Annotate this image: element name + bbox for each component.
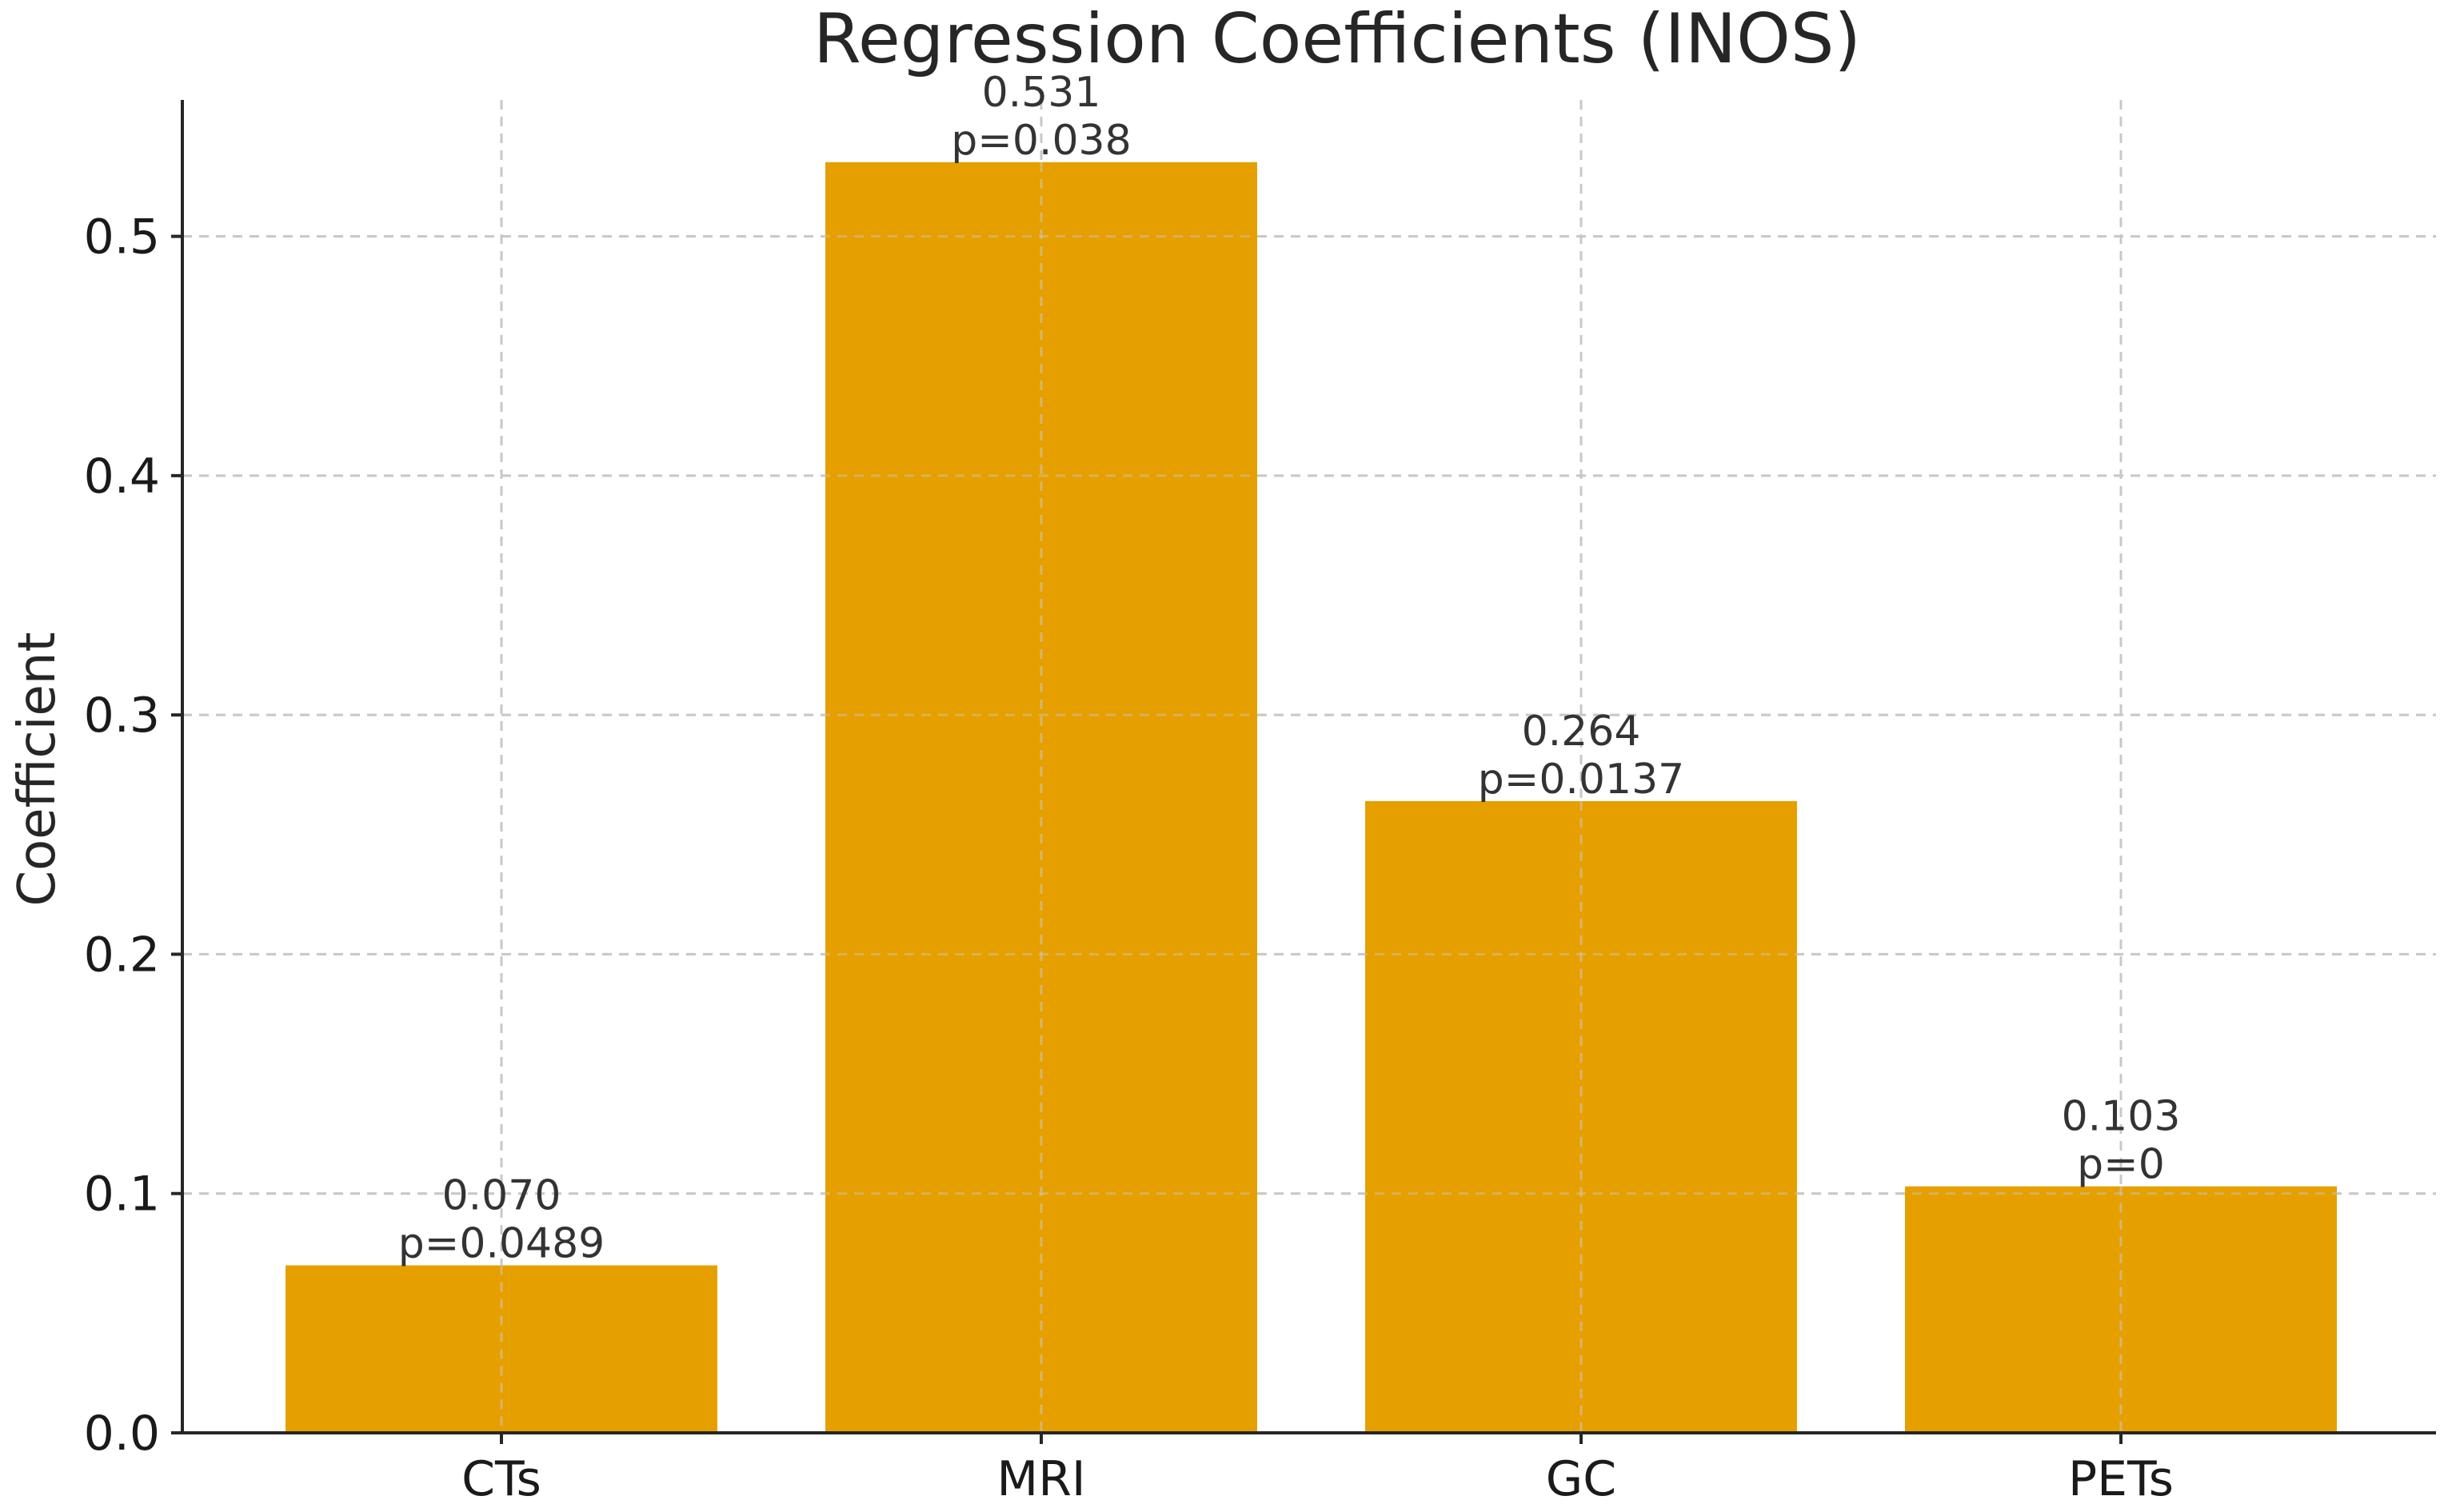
x-tick-label-mri: MRI [996,1451,1085,1507]
y-tick-label-5: 0.5 [84,209,160,265]
y-tick-label-3: 0.3 [84,688,160,744]
y-tick-label-2: 0.2 [84,927,160,983]
p-value-label-pets: p=0 [2077,1141,2165,1189]
y-tick-label-0: 0.0 [84,1406,160,1462]
x-tick-label-gc: GC [1546,1451,1616,1507]
value-label-pets: 0.103 [2062,1093,2181,1141]
p-value-label-mri: p=0.038 [951,117,1131,165]
y-tick-label-4: 0.4 [84,449,160,505]
bar-gc [1365,800,1797,1433]
x-tick-label-pets: PETs [2068,1451,2174,1507]
value-label-mri: 0.531 [982,69,1101,117]
x-tick-label-cts: CTs [461,1451,541,1507]
axes [181,100,2436,1434]
value-label-gc: 0.264 [1522,708,1641,756]
y-tick-label-1: 0.1 [84,1167,160,1223]
ticks: 0.0 0.1 0.2 0.3 0.4 0.5 CTs MRI GC PETs [84,209,2174,1507]
y-axis-label: Coefficient [8,632,67,906]
bars [182,162,2436,1434]
chart-title: Regression Coefficients (INOS) [813,0,1861,79]
p-value-label-cts: p=0.0489 [398,1220,605,1268]
value-label-cts: 0.070 [442,1172,561,1220]
p-value-label-gc: p=0.0137 [1478,756,1685,804]
